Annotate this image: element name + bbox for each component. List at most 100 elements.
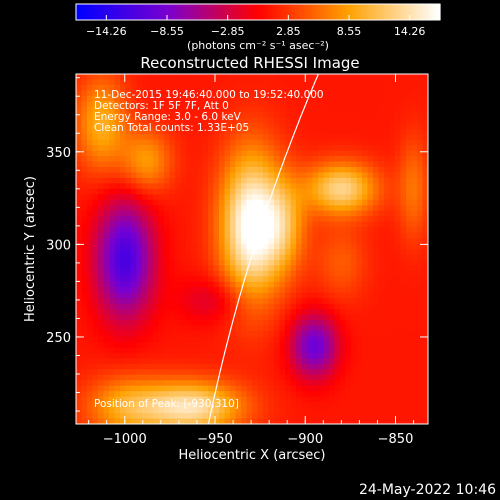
heatmap-cell	[76, 385, 82, 392]
heatmap-cell	[180, 249, 187, 255]
heatmap-cell	[131, 413, 137, 420]
heatmap-cell	[406, 309, 412, 316]
heatmap-cell	[285, 221, 291, 228]
heatmap-cell	[417, 325, 423, 332]
heatmap-cell	[142, 287, 148, 294]
heatmap-cell	[76, 341, 82, 348]
heatmap-cell	[246, 145, 253, 152]
heatmap-cell	[230, 95, 236, 102]
heatmap-cell	[158, 84, 165, 91]
heatmap-cell	[268, 243, 275, 250]
heatmap-cell	[345, 205, 352, 212]
heatmap-cell	[362, 336, 368, 343]
heatmap-cell	[378, 413, 385, 420]
x-tick-label: −950	[197, 432, 233, 447]
colorbar-cell	[345, 4, 350, 20]
heatmap-cell	[263, 292, 269, 299]
heatmap-cell	[378, 106, 385, 113]
heatmap-cell	[384, 194, 390, 201]
heatmap-cell	[340, 166, 346, 173]
heatmap-cell	[208, 314, 214, 321]
heatmap-cell	[252, 188, 258, 195]
heatmap-cell	[76, 298, 82, 305]
heatmap-cell	[296, 123, 302, 130]
heatmap-cell	[252, 238, 258, 245]
heatmap-cell	[373, 194, 379, 201]
heatmap-cell	[406, 150, 412, 157]
heatmap-cell	[186, 128, 192, 135]
heatmap-cell	[323, 210, 330, 217]
colorbar-cell	[82, 4, 86, 20]
heatmap-cell	[202, 210, 209, 217]
heatmap-cell	[186, 188, 192, 195]
heatmap-cell	[219, 145, 225, 152]
heatmap-cell	[351, 270, 357, 277]
heatmap-cell	[274, 249, 280, 255]
heatmap-cell	[103, 194, 110, 201]
heatmap-cell	[400, 331, 407, 337]
heatmap-cell	[219, 303, 225, 310]
heatmap-cell	[241, 358, 247, 365]
heatmap-cell	[329, 418, 335, 424]
heatmap-cell	[362, 369, 368, 376]
heatmap-cell	[131, 123, 137, 130]
heatmap-cell	[285, 259, 291, 266]
heatmap-cell	[125, 281, 132, 288]
heatmap-cell	[351, 227, 357, 234]
heatmap-cell	[92, 391, 99, 398]
heatmap-cell	[164, 79, 170, 86]
heatmap-cell	[147, 161, 154, 168]
heatmap-cell	[153, 303, 159, 310]
heatmap-cell	[279, 352, 286, 359]
heatmap-cell	[87, 314, 93, 321]
heatmap-cell	[373, 309, 379, 316]
heatmap-cell	[202, 336, 209, 343]
heatmap-cell	[136, 90, 143, 97]
heatmap-cell	[384, 205, 390, 212]
heatmap-cell	[125, 128, 132, 135]
heatmap-cell	[257, 84, 264, 91]
heatmap-cell	[290, 418, 297, 424]
heatmap-cell	[87, 74, 93, 80]
heatmap-cell	[81, 156, 88, 162]
heatmap-cell	[186, 156, 192, 162]
heatmap-cell	[378, 309, 385, 316]
heatmap-cell	[109, 79, 115, 86]
heatmap-cell	[186, 303, 192, 310]
heatmap-cell	[252, 374, 258, 381]
heatmap-cell	[334, 391, 341, 398]
colorbar-cell	[79, 4, 83, 20]
heatmap-cell	[230, 270, 236, 277]
heatmap-cell	[246, 352, 253, 359]
heatmap-cell	[98, 369, 104, 376]
heatmap-cell	[208, 259, 214, 266]
heatmap-cell	[301, 374, 308, 381]
heatmap-cell	[191, 325, 198, 332]
heatmap-cell	[329, 363, 335, 370]
heatmap-cell	[164, 259, 170, 266]
heatmap-cell	[120, 320, 126, 327]
heatmap-cell	[87, 298, 93, 305]
heatmap-cell	[422, 314, 428, 321]
heatmap-cell	[422, 243, 428, 250]
colorbar-cell	[270, 4, 274, 20]
heatmap-cell	[136, 134, 143, 141]
heatmap-cell	[147, 418, 154, 424]
colorbar-cell	[324, 4, 329, 20]
heatmap-cell	[378, 254, 385, 261]
heatmap-cell	[76, 331, 82, 337]
heatmap-cell	[109, 249, 115, 255]
heatmap-cell	[296, 194, 302, 201]
heatmap-cell	[290, 259, 297, 266]
heatmap-cell	[125, 243, 132, 250]
heatmap-cell	[241, 309, 247, 316]
heatmap-cell	[109, 238, 115, 245]
heatmap-cell	[109, 117, 115, 124]
heatmap-cell	[241, 396, 247, 403]
heatmap-cell	[131, 177, 137, 184]
heatmap-cell	[241, 374, 247, 381]
heatmap-cell	[290, 292, 297, 299]
heatmap-cell	[274, 243, 280, 250]
heatmap-cell	[230, 194, 236, 201]
heatmap-cell	[285, 298, 291, 305]
